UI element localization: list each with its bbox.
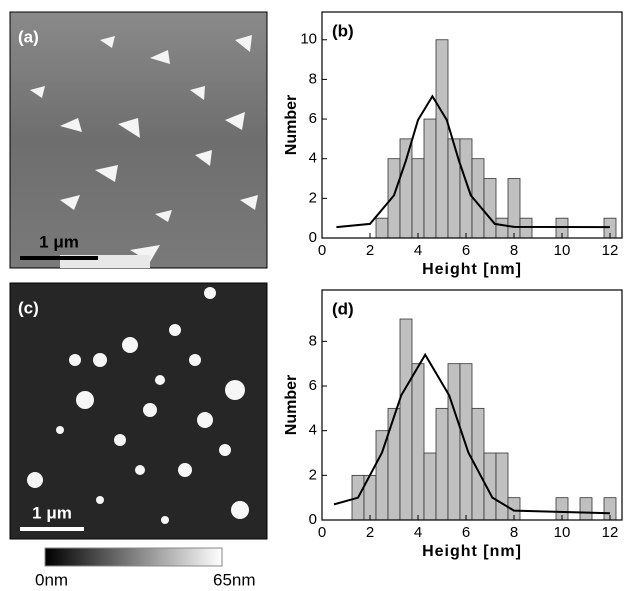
y-tick-label: 2 bbox=[309, 189, 317, 206]
y-tick-label: 6 bbox=[309, 110, 317, 127]
x-tick-label: 12 bbox=[602, 524, 619, 541]
bar bbox=[435, 407, 449, 521]
bar bbox=[519, 217, 533, 239]
fit-curve bbox=[336, 94, 611, 229]
x-tick-label: 2 bbox=[366, 524, 374, 541]
y-tick-label: 6 bbox=[309, 377, 317, 394]
bar bbox=[387, 158, 401, 239]
x-axis-label: Height [nm] bbox=[422, 543, 522, 560]
y-axis-label: Number bbox=[283, 375, 300, 435]
bar bbox=[495, 452, 509, 521]
bar bbox=[447, 138, 461, 239]
bar bbox=[411, 158, 425, 239]
x-tick-label: 2 bbox=[366, 242, 374, 259]
panel-label: (b) bbox=[332, 21, 354, 40]
panel-label: (c) bbox=[18, 298, 39, 317]
x-tick-label: 12 bbox=[602, 242, 619, 259]
bar bbox=[495, 217, 509, 239]
x-tick-label: 0 bbox=[318, 242, 326, 259]
bar bbox=[579, 497, 593, 521]
bar bbox=[435, 39, 449, 239]
afm-image: (c) 1 μm bbox=[9, 282, 268, 540]
bar bbox=[399, 318, 413, 521]
colorbar bbox=[44, 547, 223, 567]
x-tick-label: 4 bbox=[414, 242, 422, 259]
bar bbox=[375, 430, 389, 521]
bar bbox=[423, 452, 437, 521]
colorbar-min-label: 0nm bbox=[35, 570, 68, 589]
panel-label: (a) bbox=[18, 27, 39, 46]
y-tick-label: 0 bbox=[309, 511, 317, 528]
bar bbox=[399, 138, 413, 239]
scale-bar-label: 1 μm bbox=[39, 232, 79, 251]
x-tick-label: 4 bbox=[414, 524, 422, 541]
y-tick-label: 8 bbox=[309, 332, 317, 349]
x-tick-label: 0 bbox=[318, 524, 326, 541]
x-tick-label: 8 bbox=[510, 242, 518, 259]
bar bbox=[387, 407, 401, 521]
bar bbox=[423, 118, 437, 239]
y-tick-label: 0 bbox=[309, 229, 317, 246]
bar bbox=[459, 138, 473, 239]
panel-label: (d) bbox=[332, 299, 354, 318]
bar bbox=[447, 363, 461, 521]
afm-image: (a) 1 μm bbox=[9, 11, 268, 269]
x-tick-label: 10 bbox=[554, 524, 571, 541]
x-axis-label: Height [nm] bbox=[422, 261, 522, 278]
x-tick-label: 6 bbox=[462, 242, 470, 259]
x-tick-label: 10 bbox=[554, 242, 571, 259]
bar bbox=[507, 178, 521, 239]
bar bbox=[411, 363, 425, 521]
y-tick-label: 4 bbox=[309, 150, 317, 167]
axes-frame bbox=[321, 11, 623, 239]
x-tick-label: 8 bbox=[510, 524, 518, 541]
y-tick-label: 10 bbox=[300, 31, 317, 48]
y-axis-label: Number bbox=[283, 95, 300, 155]
colorbar-max-label: 65nm bbox=[213, 570, 256, 589]
y-tick-label: 2 bbox=[309, 466, 317, 483]
x-tick-label: 6 bbox=[462, 524, 470, 541]
fit-curve bbox=[333, 352, 611, 515]
bar bbox=[375, 217, 389, 239]
axes-frame bbox=[321, 289, 623, 521]
scale-bar-label: 1 μm bbox=[32, 503, 72, 522]
y-tick-label: 8 bbox=[309, 70, 317, 87]
bar bbox=[459, 363, 473, 521]
bar bbox=[483, 178, 497, 239]
y-tick-label: 4 bbox=[309, 422, 317, 439]
